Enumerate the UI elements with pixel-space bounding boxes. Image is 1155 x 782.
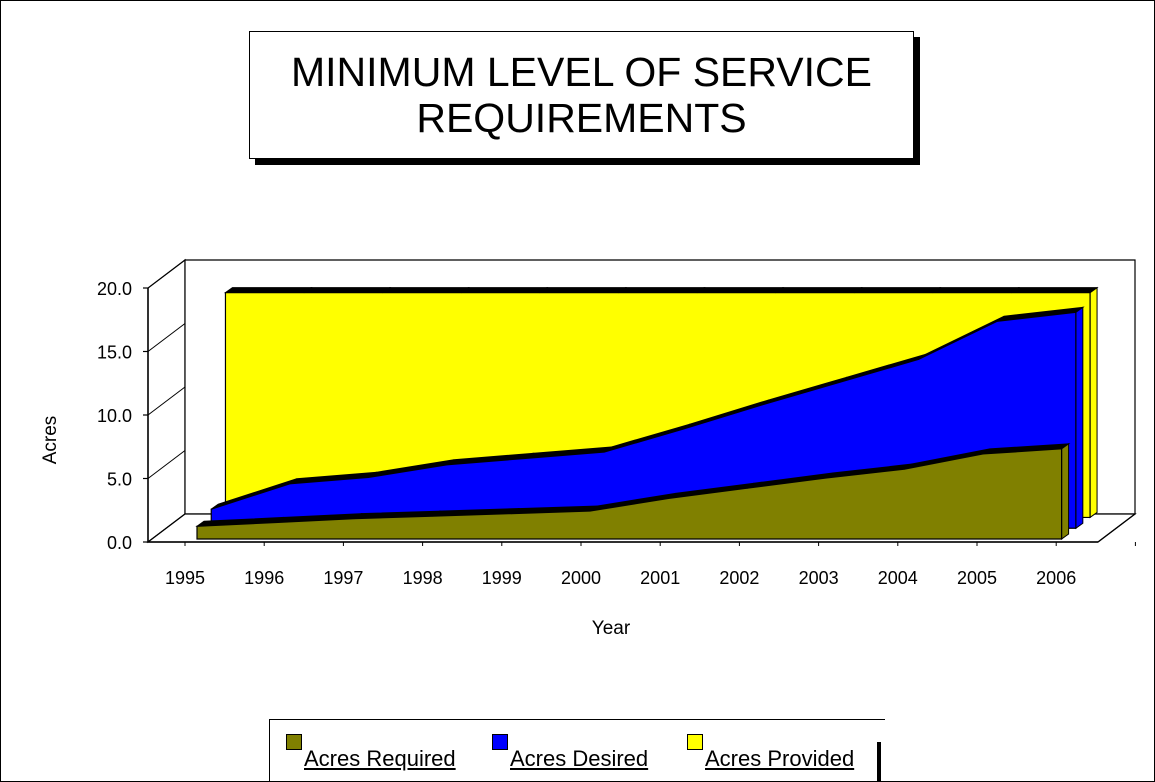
y-grid-side — [147, 450, 186, 479]
series-top-edge — [695, 287, 785, 294]
series-top-edge — [538, 287, 628, 294]
series-top-edge — [223, 287, 313, 294]
data-point — [224, 292, 226, 294]
series-top-edge — [616, 287, 706, 294]
series-top-edge — [931, 287, 1021, 294]
y-grid-side — [147, 323, 186, 352]
data-point — [589, 510, 591, 512]
y-grid-side — [147, 259, 186, 289]
y-axis-ticks: 0.0 5.0 10.0 15.0 20.0 — [97, 259, 186, 553]
legend-swatch-desired — [492, 734, 508, 750]
legend-shadow — [877, 742, 881, 782]
data-point — [196, 525, 198, 527]
data-point — [525, 457, 527, 459]
x-tick-label: 2001 — [640, 568, 680, 588]
chart-floor-front — [147, 288, 1136, 546]
floor-edge-right — [1097, 513, 1136, 543]
data-point — [603, 451, 605, 453]
data-point — [303, 292, 305, 294]
data-point — [825, 477, 827, 479]
legend-label-desired: Acres Desired — [510, 746, 649, 771]
x-tick-label: 2005 — [957, 568, 997, 588]
data-point — [1089, 292, 1091, 294]
data-point — [1010, 292, 1012, 294]
legend: Acres Required Acres Desired Acres Provi… — [269, 719, 885, 782]
x-tick-label: 2006 — [1036, 568, 1076, 588]
x-tick-label: 1997 — [323, 568, 363, 588]
x-tick-label: 1998 — [403, 568, 443, 588]
data-point — [617, 292, 619, 294]
data-point — [853, 292, 855, 294]
y-tick-label: 15.0 — [97, 343, 132, 363]
data-point — [775, 292, 777, 294]
axis-labels: 1995 1996 1997 1998 1999 2000 2001 2002 2003 2004… — [165, 568, 1076, 588]
data-point — [839, 381, 841, 383]
data-point — [932, 292, 934, 294]
data-point — [918, 358, 920, 360]
series-top-edge — [852, 287, 942, 294]
series-side — [1061, 442, 1070, 540]
legend-swatch-provided — [687, 734, 703, 750]
y-axis-title: Acres — [40, 416, 61, 465]
data-point — [432, 515, 434, 517]
data-point — [982, 453, 984, 455]
y-tick-label: 0.0 — [107, 533, 132, 553]
x-tick-label: 2000 — [561, 568, 601, 588]
x-tick-label: 2004 — [878, 568, 918, 588]
x-tick-label: 1995 — [165, 568, 205, 588]
data-point — [760, 404, 762, 406]
data-point — [903, 468, 905, 470]
series-top-edge — [459, 287, 549, 294]
x-tick-label: 1999 — [482, 568, 522, 588]
data-point — [996, 320, 998, 322]
data-point — [696, 292, 698, 294]
data-point — [367, 476, 369, 478]
series-top-edge — [381, 287, 470, 294]
legend-swatch-required — [286, 734, 302, 750]
x-tick-label: 2003 — [799, 568, 839, 588]
data-point — [353, 518, 355, 520]
data-point — [382, 292, 384, 294]
chart-title-box: MINIMUM LEVEL OF SERVICE REQUIREMENTS — [249, 31, 914, 159]
series-top-edge — [774, 287, 863, 294]
data-point — [510, 513, 512, 515]
data-point — [275, 521, 277, 523]
legend-label-required: Acres Required — [304, 746, 456, 771]
data-point — [460, 292, 462, 294]
y-tick-label: 20.0 — [97, 279, 132, 299]
data-point — [210, 508, 212, 510]
series-acres-required — [195, 442, 1071, 540]
x-axis-title: Year — [592, 618, 631, 639]
x-tick-label: 1996 — [244, 568, 284, 588]
data-point — [539, 292, 541, 294]
data-point — [289, 483, 291, 485]
y-grid-side — [147, 386, 186, 416]
data-point — [682, 428, 684, 430]
series-top-edge — [302, 287, 392, 294]
data-point — [668, 497, 670, 499]
data-point — [1075, 311, 1077, 313]
data-point — [1061, 448, 1063, 450]
chart-title-line-1: MINIMUM LEVEL OF SERVICE — [291, 49, 872, 95]
series-top-edge — [1009, 287, 1099, 294]
y-tick-label: 10.0 — [97, 406, 132, 426]
legend-label-provided: Acres Provided — [705, 746, 855, 771]
x-tick-label: 2002 — [719, 568, 759, 588]
data-point — [446, 464, 448, 466]
chart-title-line-2: REQUIREMENTS — [416, 95, 747, 141]
series-side — [1089, 286, 1098, 519]
series-side — [1075, 306, 1084, 530]
y-grid-side — [147, 513, 186, 543]
y-tick-label: 5.0 — [107, 470, 132, 490]
data-point — [746, 487, 748, 489]
